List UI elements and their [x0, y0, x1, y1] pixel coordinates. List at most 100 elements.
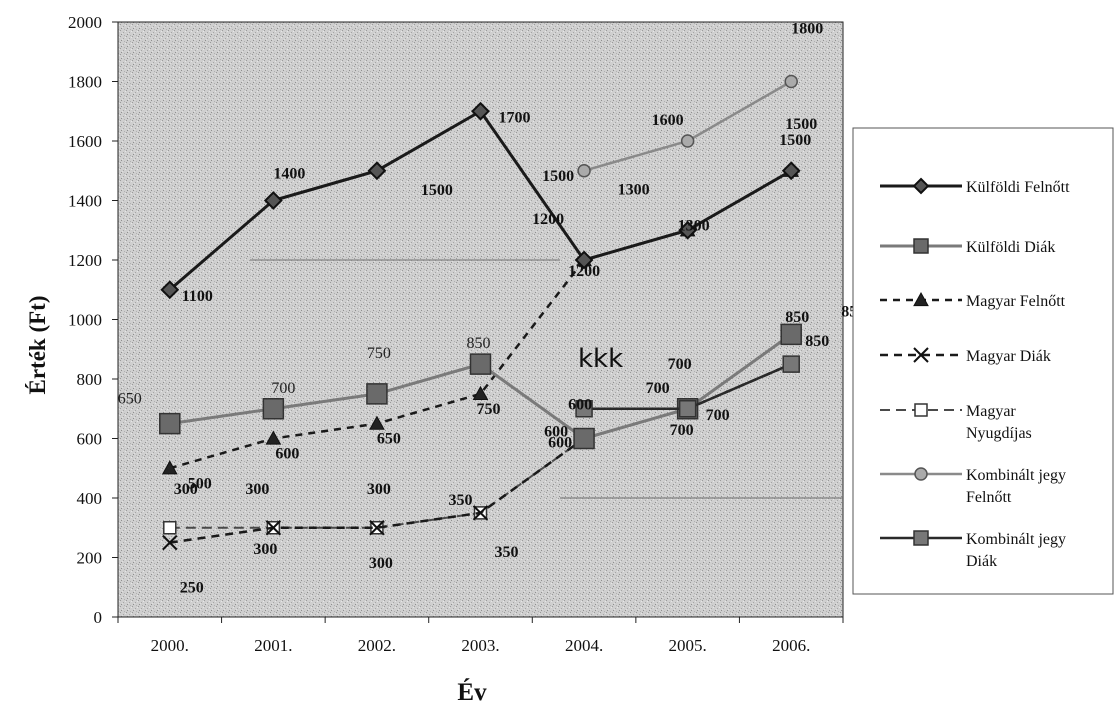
legend: Külföldi Felnőtt Külföldi Diák Magyar Feln… — [852, 127, 1114, 595]
data-point-square — [262, 398, 285, 420]
data-point-square — [913, 530, 929, 546]
x-tick-label: 2001. — [254, 636, 292, 655]
data-label: 1700 — [499, 109, 531, 126]
data-point-cross — [369, 520, 385, 536]
data-label: 650 — [377, 431, 401, 448]
data-label: 700 — [706, 407, 730, 424]
data-point-cross-stroke — [162, 534, 178, 551]
data-point-square — [913, 238, 929, 254]
series-1 — [160, 101, 801, 300]
legend-label: Felnőtt — [966, 489, 1012, 506]
data-point-square — [573, 427, 595, 450]
data-point-square — [159, 412, 181, 435]
y-tick-label: 400 — [77, 489, 103, 508]
data-point-triangle — [913, 291, 929, 307]
y-tick-label: 1800 — [68, 73, 102, 92]
data-point-cross-stroke — [265, 520, 282, 536]
x-tick-label: 2005. — [669, 636, 707, 655]
data-label: 700 — [670, 422, 694, 439]
y-tick-label: 800 — [77, 370, 103, 389]
data-point-diamond — [160, 280, 180, 300]
series-6 — [577, 74, 798, 178]
data-point-triangle — [265, 430, 282, 445]
x-tick-label: 2006. — [772, 636, 810, 655]
data-point-open-square — [914, 403, 928, 417]
data-point-square — [469, 353, 492, 375]
data-point-square — [780, 323, 802, 346]
data-label: 500 — [188, 475, 212, 492]
y-tick-label: 200 — [77, 549, 103, 568]
legend-label: Külföldi Diák — [966, 239, 1055, 256]
data-label: 1200 — [568, 263, 600, 280]
data-label: 850 — [467, 335, 491, 352]
y-tick-label: 1000 — [68, 311, 102, 330]
data-point-cross-stroke — [369, 520, 385, 536]
data-label: 650 — [118, 391, 142, 408]
x-axis-label: Év — [457, 678, 487, 706]
data-point-cross-stroke — [913, 347, 929, 363]
data-point-cross — [265, 520, 282, 536]
data-label: 700 — [271, 380, 295, 397]
data-label: 300 — [253, 541, 277, 558]
data-point-diamond — [471, 101, 490, 121]
legend-box — [852, 127, 1114, 595]
data-label: 350 — [495, 544, 519, 561]
data-label: 300 — [369, 555, 393, 572]
data-point-cross — [162, 534, 178, 551]
data-point-square — [575, 400, 593, 418]
data-point-square — [678, 400, 697, 418]
data-label: 1500 — [542, 168, 574, 185]
data-label: 1300 — [618, 181, 650, 198]
data-label: 850 — [785, 309, 809, 326]
data-label: 1200 — [532, 211, 564, 228]
legend-item-6: Kombinált jegy Felnőtt — [880, 467, 1066, 506]
data-point-triangle — [161, 460, 178, 475]
data-point-diamond — [367, 161, 387, 181]
data-point-square — [782, 355, 800, 373]
data-label: 300 — [174, 481, 198, 498]
data-label: 750 — [477, 401, 501, 418]
data-label: 1300 — [678, 217, 710, 234]
data-label: 750 — [367, 345, 391, 362]
data-point-circle — [914, 467, 928, 481]
data-point-circle — [577, 164, 591, 178]
y-tick-label: 1600 — [68, 132, 102, 151]
y-tick-label: 1200 — [68, 251, 102, 270]
y-tick-label: 2000 — [68, 13, 102, 32]
data-label: 250 — [180, 580, 204, 597]
series-7 — [575, 355, 800, 418]
legend-item-2: Külföldi Diák — [880, 238, 1055, 256]
y-tick-label: 0 — [94, 608, 103, 627]
data-point-square — [366, 383, 388, 405]
x-tick-label: 2002. — [358, 636, 396, 655]
data-label: 700 — [668, 356, 692, 373]
data-label: 600 — [544, 424, 568, 441]
legend-item-5: Magyar Nyugdíjas — [880, 403, 1032, 442]
legend-label: Magyar — [966, 403, 1016, 420]
legend-item-3: Magyar Felnőtt — [880, 291, 1066, 310]
data-label: 300 — [367, 481, 391, 498]
data-label: 350 — [449, 492, 473, 509]
series-2 — [159, 323, 802, 450]
legend-label: Nyugdíjas — [966, 425, 1032, 442]
data-point-circle — [680, 134, 695, 148]
legend-item-4: Magyar Diák — [880, 347, 1051, 365]
data-label: 1500 — [779, 132, 811, 149]
data-label: 850 — [805, 333, 829, 350]
legend-label: Diák — [966, 553, 997, 570]
data-label: 600 — [568, 397, 592, 414]
data-point-diamond — [781, 161, 801, 181]
legend-item-1: Külföldi Felnőtt — [880, 177, 1070, 196]
legend-label: Kombinált jegy — [966, 531, 1066, 548]
data-point-diamond — [263, 191, 283, 210]
y-axis-label: Érték (Ft) — [25, 296, 50, 395]
data-label: 1400 — [273, 166, 305, 183]
x-tick-label: 2003. — [461, 636, 499, 655]
data-point-diamond — [574, 250, 594, 270]
chart-annotation: kkk — [578, 344, 623, 374]
data-point-cross — [472, 505, 489, 521]
data-point-diamond — [912, 177, 930, 195]
data-point-triangle — [369, 415, 385, 430]
